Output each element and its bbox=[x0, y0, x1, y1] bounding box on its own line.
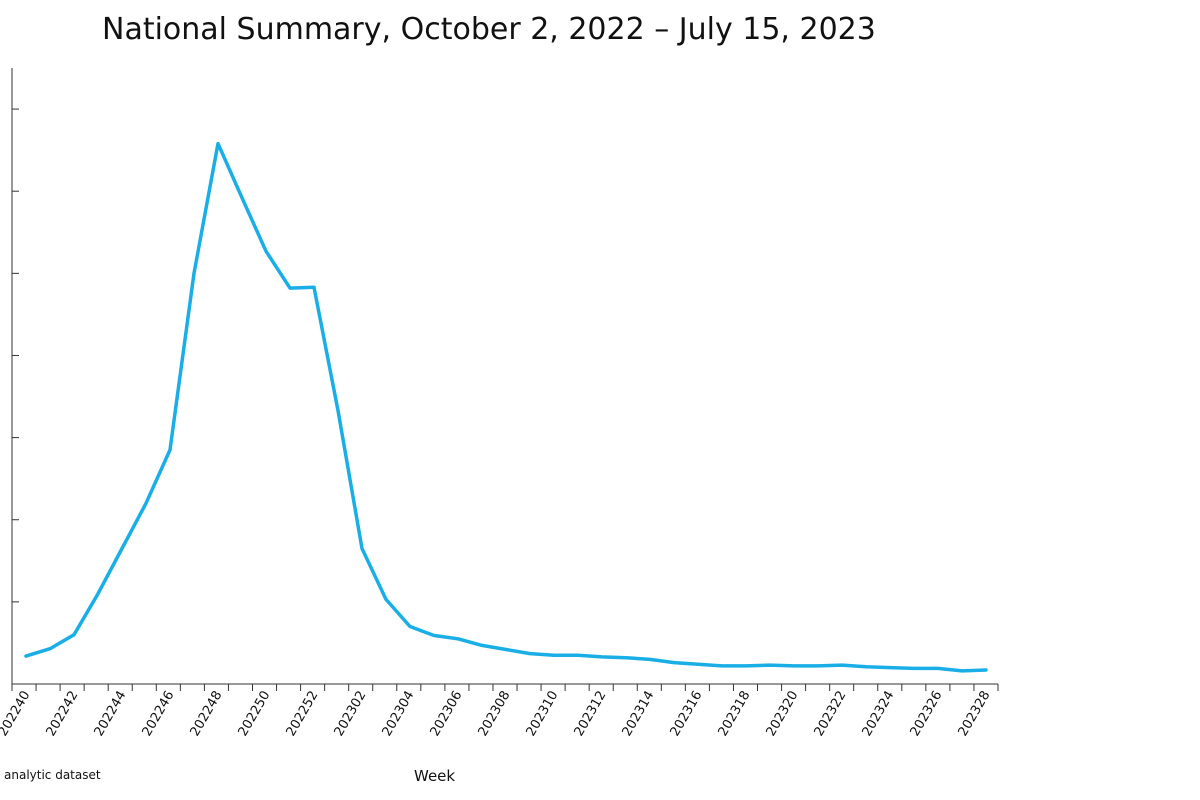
x-tick-label: 202320 bbox=[764, 689, 802, 739]
x-tick-label: 202246 bbox=[140, 689, 178, 739]
x-tick-label: 202242 bbox=[44, 689, 82, 739]
x-tick-label: 202302 bbox=[332, 689, 370, 739]
x-tick-label: 202328 bbox=[956, 689, 994, 739]
x-tick-label: 202252 bbox=[284, 689, 322, 739]
x-tick-label: 202322 bbox=[812, 689, 850, 739]
x-tick-label: 202308 bbox=[476, 689, 514, 739]
x-tick-label: 202248 bbox=[188, 689, 226, 739]
x-tick-label: 202314 bbox=[620, 689, 658, 739]
x-tick-label: 202240 bbox=[0, 689, 33, 739]
x-tick-label: 202316 bbox=[668, 689, 706, 739]
x-tick-label: 202310 bbox=[524, 689, 562, 739]
x-tick-label: 202250 bbox=[236, 689, 274, 739]
x-tick-label: 202312 bbox=[572, 689, 610, 739]
y-axis bbox=[11, 68, 19, 684]
chart-title: National Summary, October 2, 2022 – July… bbox=[102, 12, 876, 47]
x-axis-label: Week bbox=[414, 767, 456, 785]
x-axis: 202240 202242 202244 202246 202248 202250 2022… bbox=[0, 683, 999, 739]
x-tick-label: 202306 bbox=[428, 689, 466, 739]
series-line-0 bbox=[24, 141, 988, 673]
footnote: analytic dataset bbox=[4, 768, 101, 782]
x-tick-label: 202318 bbox=[716, 689, 754, 739]
x-tick-label: 202326 bbox=[908, 689, 946, 739]
x-tick-label: 202304 bbox=[380, 689, 418, 739]
series-layer bbox=[24, 141, 988, 673]
x-tick-label: 202324 bbox=[860, 689, 898, 739]
x-tick-label: 202244 bbox=[92, 689, 130, 739]
